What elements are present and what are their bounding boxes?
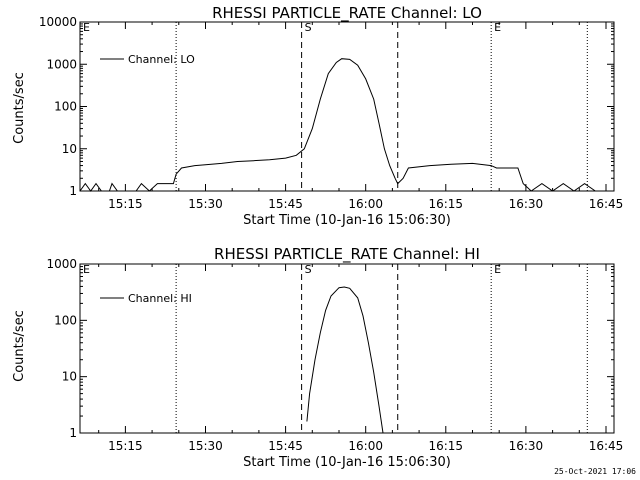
x-tick-label: 15:30 (188, 197, 223, 211)
hi-channel-panel: RHESSI PARTICLE_RATE Channel: HI Counts/… (12, 245, 623, 470)
legend-label: Channel: LO (128, 53, 195, 66)
lo-channel-panel: RHESSI PARTICLE_RATE Channel: LO Counts/… (12, 4, 623, 228)
series-line (306, 286, 384, 434)
generation-timestamp: 25-Oct-2021 17:06 (554, 467, 636, 476)
event-marker-label: E (494, 263, 501, 276)
y-tick-label: 10 (62, 370, 77, 384)
y-tick-label: 1000 (46, 57, 77, 71)
event-marker-label: S (305, 263, 312, 276)
y-tick-label: 1 (69, 426, 77, 440)
event-marker-label: E (494, 21, 501, 34)
x-tick-label: 16:00 (348, 197, 383, 211)
series-layer (79, 58, 596, 192)
x-tick-label: 16:45 (589, 197, 624, 211)
event-marker-label: E (83, 263, 90, 276)
axis-ticks: 15:15 15:30 15:45 16:00 16:15 16:30 16:45 1 10 10… (46, 257, 623, 453)
y-tick-label: 1 (69, 184, 77, 198)
y-tick-label: 10000 (39, 15, 77, 29)
series-line (79, 58, 596, 192)
chart-title: RHESSI PARTICLE_RATE Channel: HI (214, 245, 480, 264)
x-axis-label: Start Time (10-Jan-16 15:06:30) (243, 213, 451, 228)
y-axis-label: Counts/sec (12, 72, 27, 144)
x-tick-label: 16:00 (348, 439, 383, 453)
legend-label: Channel: HI (128, 292, 192, 305)
legend: Channel: HI (100, 292, 192, 305)
x-axis-label: Start Time (10-Jan-16 15:06:30) (243, 455, 451, 470)
x-tick-label: 16:30 (509, 439, 544, 453)
x-tick-label: 15:15 (108, 439, 143, 453)
x-tick-label: 16:45 (589, 439, 624, 453)
x-tick-label: 15:45 (268, 197, 303, 211)
axis-ticks: 15:15 15:30 15:45 16:00 16:15 16:30 16:45 1 10 10… (39, 15, 623, 211)
series-layer (306, 286, 384, 434)
chart-title: RHESSI PARTICLE_RATE Channel: LO (212, 4, 482, 23)
x-tick-label: 15:30 (188, 439, 223, 453)
y-axis-label: Counts/sec (12, 310, 27, 382)
plot-frame (79, 21, 615, 192)
legend: Channel: LO (100, 53, 195, 66)
x-tick-label: 16:30 (509, 197, 544, 211)
x-tick-label: 16:15 (428, 439, 463, 453)
y-tick-label: 100 (54, 313, 77, 327)
plot-frame (79, 263, 615, 434)
y-tick-label: 10 (62, 142, 77, 156)
y-tick-label: 100 (54, 100, 77, 114)
x-tick-label: 15:45 (268, 439, 303, 453)
x-tick-label: 16:15 (428, 197, 463, 211)
event-marker-label: E (83, 21, 90, 34)
y-tick-label: 1000 (46, 257, 77, 271)
x-tick-label: 15:15 (108, 197, 143, 211)
event-marker-label: S (305, 21, 312, 34)
